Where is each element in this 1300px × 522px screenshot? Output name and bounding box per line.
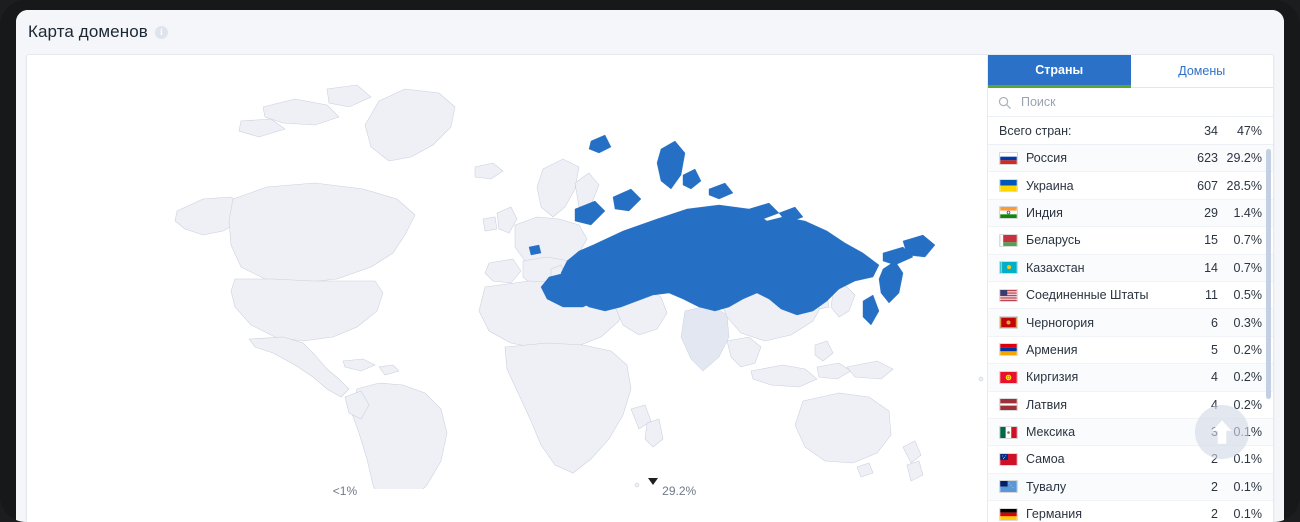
flag-icon [999, 452, 1018, 466]
total-percent: 47% [1236, 123, 1262, 138]
tab-domains[interactable]: Домены [1130, 55, 1273, 88]
flag-icon [999, 343, 1018, 357]
world-map-panel[interactable]: <1% 29.2% [27, 55, 1002, 522]
tab-countries[interactable]: Страны [988, 55, 1131, 88]
world-map[interactable] [27, 55, 1002, 489]
country-list-panel: Страны Домены Всего стран: 34 47% [987, 55, 1273, 522]
country-percent: 1.4% [1233, 205, 1263, 220]
country-name: Киргизия [1026, 370, 1079, 385]
flag-icon [999, 370, 1018, 384]
country-percent: 28.5% [1226, 178, 1262, 193]
list-item[interactable]: Черногория 6 0.3% [988, 309, 1273, 337]
country-count: 607 [1197, 178, 1218, 193]
country-count: 6 [1211, 315, 1218, 330]
flag-icon [999, 425, 1018, 439]
country-percent: 29.2% [1226, 151, 1262, 166]
flag-icon [999, 507, 1018, 521]
list-item[interactable]: Тувалу 2 0.1% [988, 473, 1273, 502]
list-item[interactable]: Беларусь 15 0.7% [988, 227, 1273, 255]
list-scrollbar[interactable] [1266, 149, 1271, 399]
legend-max-label: 29.2% [662, 484, 697, 498]
list-item[interactable]: Россия 623 29.2% [988, 145, 1273, 173]
country-count: 4 [1211, 397, 1218, 412]
country-name: Германия [1026, 507, 1083, 522]
country-name: Тувалу [1026, 479, 1067, 494]
country-percent: 0.1% [1233, 452, 1263, 467]
country-name: Украина [1026, 178, 1074, 193]
country-name: Индия [1026, 205, 1063, 220]
country-percent: 0.5% [1233, 288, 1263, 303]
list-item[interactable]: Армения 5 0.2% [988, 336, 1273, 365]
country-percent: 0.7% [1233, 260, 1263, 275]
flag-icon [999, 398, 1018, 412]
page-title: Карта доменов [28, 22, 148, 41]
search-icon [998, 96, 1011, 109]
flag-icon [999, 261, 1018, 275]
search-row[interactable] [988, 88, 1273, 117]
list-item[interactable]: Соединенные Штаты 11 0.5% [988, 281, 1273, 310]
country-percent: 0.2% [1233, 397, 1263, 412]
country-name: Беларусь [1026, 233, 1081, 248]
flag-icon [999, 233, 1018, 247]
page-viewport: Карта доменов i [16, 10, 1284, 522]
country-percent: 0.3% [1233, 315, 1263, 330]
country-percent: 0.1% [1233, 507, 1263, 522]
country-name: Латвия [1026, 397, 1067, 412]
flag-icon [999, 151, 1018, 165]
flag-icon [999, 206, 1018, 220]
total-countries-row: Всего стран: 34 47% [988, 117, 1273, 145]
country-list[interactable]: Россия 623 29.2% Украина 607 28.5% Индия 29 1.4%… [988, 145, 1273, 522]
scroll-to-top-icon[interactable] [1195, 405, 1249, 459]
country-name: Самоа [1026, 452, 1065, 467]
flag-icon [999, 179, 1018, 193]
card-body: <1% 29.2% Страны Домены [26, 54, 1274, 522]
flag-icon [999, 316, 1018, 330]
country-count: 2 [1211, 507, 1218, 522]
country-name: Черногория [1026, 315, 1095, 330]
list-item[interactable]: Украина 607 28.5% [988, 172, 1273, 200]
country-count: 29 [1204, 205, 1218, 220]
flag-icon [999, 288, 1018, 302]
country-percent: 0.7% [1233, 233, 1263, 248]
search-input[interactable] [1019, 94, 1263, 110]
flag-icon [999, 480, 1018, 494]
country-count: 4 [1211, 370, 1218, 385]
country-count: 5 [1211, 342, 1218, 357]
map-legend: <1% 29.2% [27, 477, 1002, 502]
country-name: Казахстан [1026, 260, 1085, 275]
country-count: 623 [1197, 151, 1218, 166]
card-header: Карта доменов i [16, 10, 1284, 54]
total-count: 34 [1204, 123, 1218, 138]
country-name: Мексика [1026, 425, 1076, 440]
country-percent: 0.2% [1233, 370, 1263, 385]
country-count: 2 [1211, 479, 1218, 494]
legend-min-label: <1% [332, 484, 358, 498]
country-percent: 0.1% [1233, 479, 1263, 494]
legend-gradient-bar [366, 477, 659, 498]
country-name: Соединенные Штаты [1026, 288, 1149, 303]
list-item[interactable]: Казахстан 14 0.7% [988, 254, 1273, 282]
country-count: 2 [1211, 452, 1218, 467]
country-percent: 0.2% [1233, 342, 1263, 357]
country-name: Россия [1026, 151, 1067, 166]
country-rows: Россия 623 29.2% Украина 607 28.5% Индия 29 1.4%… [988, 145, 1273, 522]
country-name: Армения [1026, 342, 1078, 357]
info-icon[interactable]: i [154, 25, 168, 39]
list-item[interactable]: Индия 29 1.4% [988, 199, 1273, 228]
list-item[interactable]: Киргизия 4 0.2% [988, 364, 1273, 392]
list-item[interactable]: Германия 2 0.1% [988, 501, 1273, 522]
panel-tabs: Страны Домены [988, 55, 1273, 88]
total-label: Всего стран: [999, 123, 1072, 138]
country-count: 11 [1205, 288, 1218, 303]
legend-marker-icon [648, 477, 659, 485]
country-count: 15 [1204, 233, 1218, 248]
country-count: 14 [1204, 260, 1218, 275]
